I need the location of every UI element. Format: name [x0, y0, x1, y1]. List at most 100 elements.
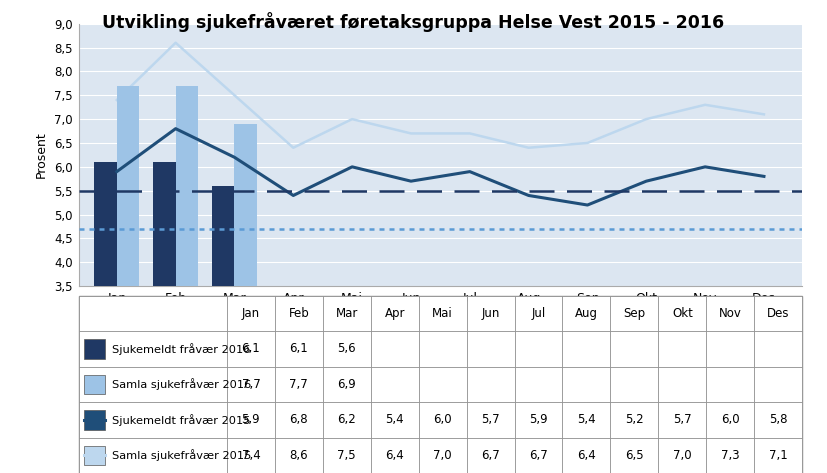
- Bar: [514, 438, 562, 473]
- Text: Okt: Okt: [672, 307, 693, 320]
- Text: 6,7: 6,7: [529, 449, 548, 462]
- Text: Jan: Jan: [241, 307, 260, 320]
- Text: 7,1: 7,1: [769, 449, 787, 462]
- Text: 6,5: 6,5: [625, 449, 643, 462]
- Bar: [275, 367, 323, 402]
- Bar: [658, 367, 706, 402]
- Bar: [153, 162, 175, 453]
- Bar: [323, 402, 370, 438]
- Bar: [418, 331, 466, 367]
- Bar: [514, 296, 562, 331]
- Bar: [84, 410, 104, 429]
- Bar: [175, 86, 198, 453]
- Bar: [706, 296, 754, 331]
- Bar: [79, 331, 227, 367]
- Text: 8,6: 8,6: [289, 449, 308, 462]
- Bar: [466, 402, 514, 438]
- Bar: [79, 296, 227, 331]
- Text: Sjukemeldt fråvær 2016: Sjukemeldt fråvær 2016: [112, 343, 251, 355]
- Bar: [610, 402, 658, 438]
- Bar: [79, 367, 227, 402]
- Bar: [466, 296, 514, 331]
- Text: Aug: Aug: [575, 307, 598, 320]
- Text: 6,8: 6,8: [289, 413, 308, 426]
- Bar: [706, 438, 754, 473]
- Bar: [514, 331, 562, 367]
- Text: Sep: Sep: [624, 307, 645, 320]
- Text: 6,2: 6,2: [337, 413, 356, 426]
- Bar: [227, 438, 275, 473]
- Text: Mai: Mai: [433, 307, 453, 320]
- Text: Samla sjukefråvær 2015: Samla sjukefråvær 2015: [112, 449, 251, 461]
- Text: Sjukemeldt fråvær 2015: Sjukemeldt fråvær 2015: [112, 414, 251, 426]
- Bar: [94, 162, 117, 453]
- Text: 6,1: 6,1: [241, 342, 261, 355]
- Text: 7,4: 7,4: [241, 449, 261, 462]
- Text: 6,4: 6,4: [577, 449, 595, 462]
- Bar: [79, 402, 227, 438]
- Bar: [466, 367, 514, 402]
- Bar: [227, 402, 275, 438]
- Bar: [323, 367, 370, 402]
- Text: 6,4: 6,4: [385, 449, 404, 462]
- Bar: [610, 367, 658, 402]
- Text: Apr: Apr: [385, 307, 405, 320]
- Text: 5,7: 5,7: [673, 413, 691, 426]
- Bar: [466, 438, 514, 473]
- Bar: [227, 367, 275, 402]
- Bar: [610, 296, 658, 331]
- Text: 5,2: 5,2: [625, 413, 643, 426]
- Bar: [754, 367, 802, 402]
- Bar: [370, 438, 418, 473]
- Text: 7,3: 7,3: [721, 449, 739, 462]
- Bar: [706, 367, 754, 402]
- Text: Samla sjukefråvær 2016: Samla sjukefråvær 2016: [112, 378, 251, 390]
- Text: Mar: Mar: [336, 307, 358, 320]
- Bar: [323, 438, 370, 473]
- Text: 5,4: 5,4: [385, 413, 404, 426]
- Bar: [610, 438, 658, 473]
- Bar: [235, 124, 257, 453]
- Bar: [117, 86, 139, 453]
- Bar: [79, 438, 227, 473]
- Text: 5,8: 5,8: [769, 413, 787, 426]
- Bar: [84, 446, 104, 465]
- Bar: [212, 186, 235, 453]
- Text: Des: Des: [767, 307, 790, 320]
- Bar: [754, 331, 802, 367]
- Bar: [275, 331, 323, 367]
- Bar: [323, 296, 370, 331]
- Y-axis label: Prosent: Prosent: [35, 131, 47, 178]
- Bar: [370, 331, 418, 367]
- Bar: [562, 331, 610, 367]
- Text: Jun: Jun: [481, 307, 500, 320]
- Bar: [754, 296, 802, 331]
- Bar: [418, 296, 466, 331]
- Text: 7,7: 7,7: [241, 378, 261, 391]
- Bar: [610, 331, 658, 367]
- Bar: [275, 402, 323, 438]
- Text: 5,9: 5,9: [529, 413, 547, 426]
- Text: 5,9: 5,9: [241, 413, 261, 426]
- Bar: [754, 402, 802, 438]
- Text: 7,0: 7,0: [433, 449, 452, 462]
- Text: 6,1: 6,1: [289, 342, 308, 355]
- Bar: [754, 438, 802, 473]
- Bar: [658, 402, 706, 438]
- Text: Utvikling sjukefråværet føretaksgruppa Helse Vest 2015 - 2016: Utvikling sjukefråværet føretaksgruppa H…: [103, 12, 724, 32]
- Bar: [658, 438, 706, 473]
- Text: 7,7: 7,7: [289, 378, 308, 391]
- Bar: [706, 402, 754, 438]
- Text: 7,5: 7,5: [337, 449, 356, 462]
- Text: 6,0: 6,0: [721, 413, 739, 426]
- Bar: [370, 367, 418, 402]
- Bar: [658, 331, 706, 367]
- Text: Nov: Nov: [719, 307, 742, 320]
- Bar: [227, 331, 275, 367]
- Bar: [323, 331, 370, 367]
- Text: 5,7: 5,7: [481, 413, 500, 426]
- Bar: [514, 402, 562, 438]
- Bar: [562, 438, 610, 473]
- Bar: [706, 331, 754, 367]
- Bar: [370, 402, 418, 438]
